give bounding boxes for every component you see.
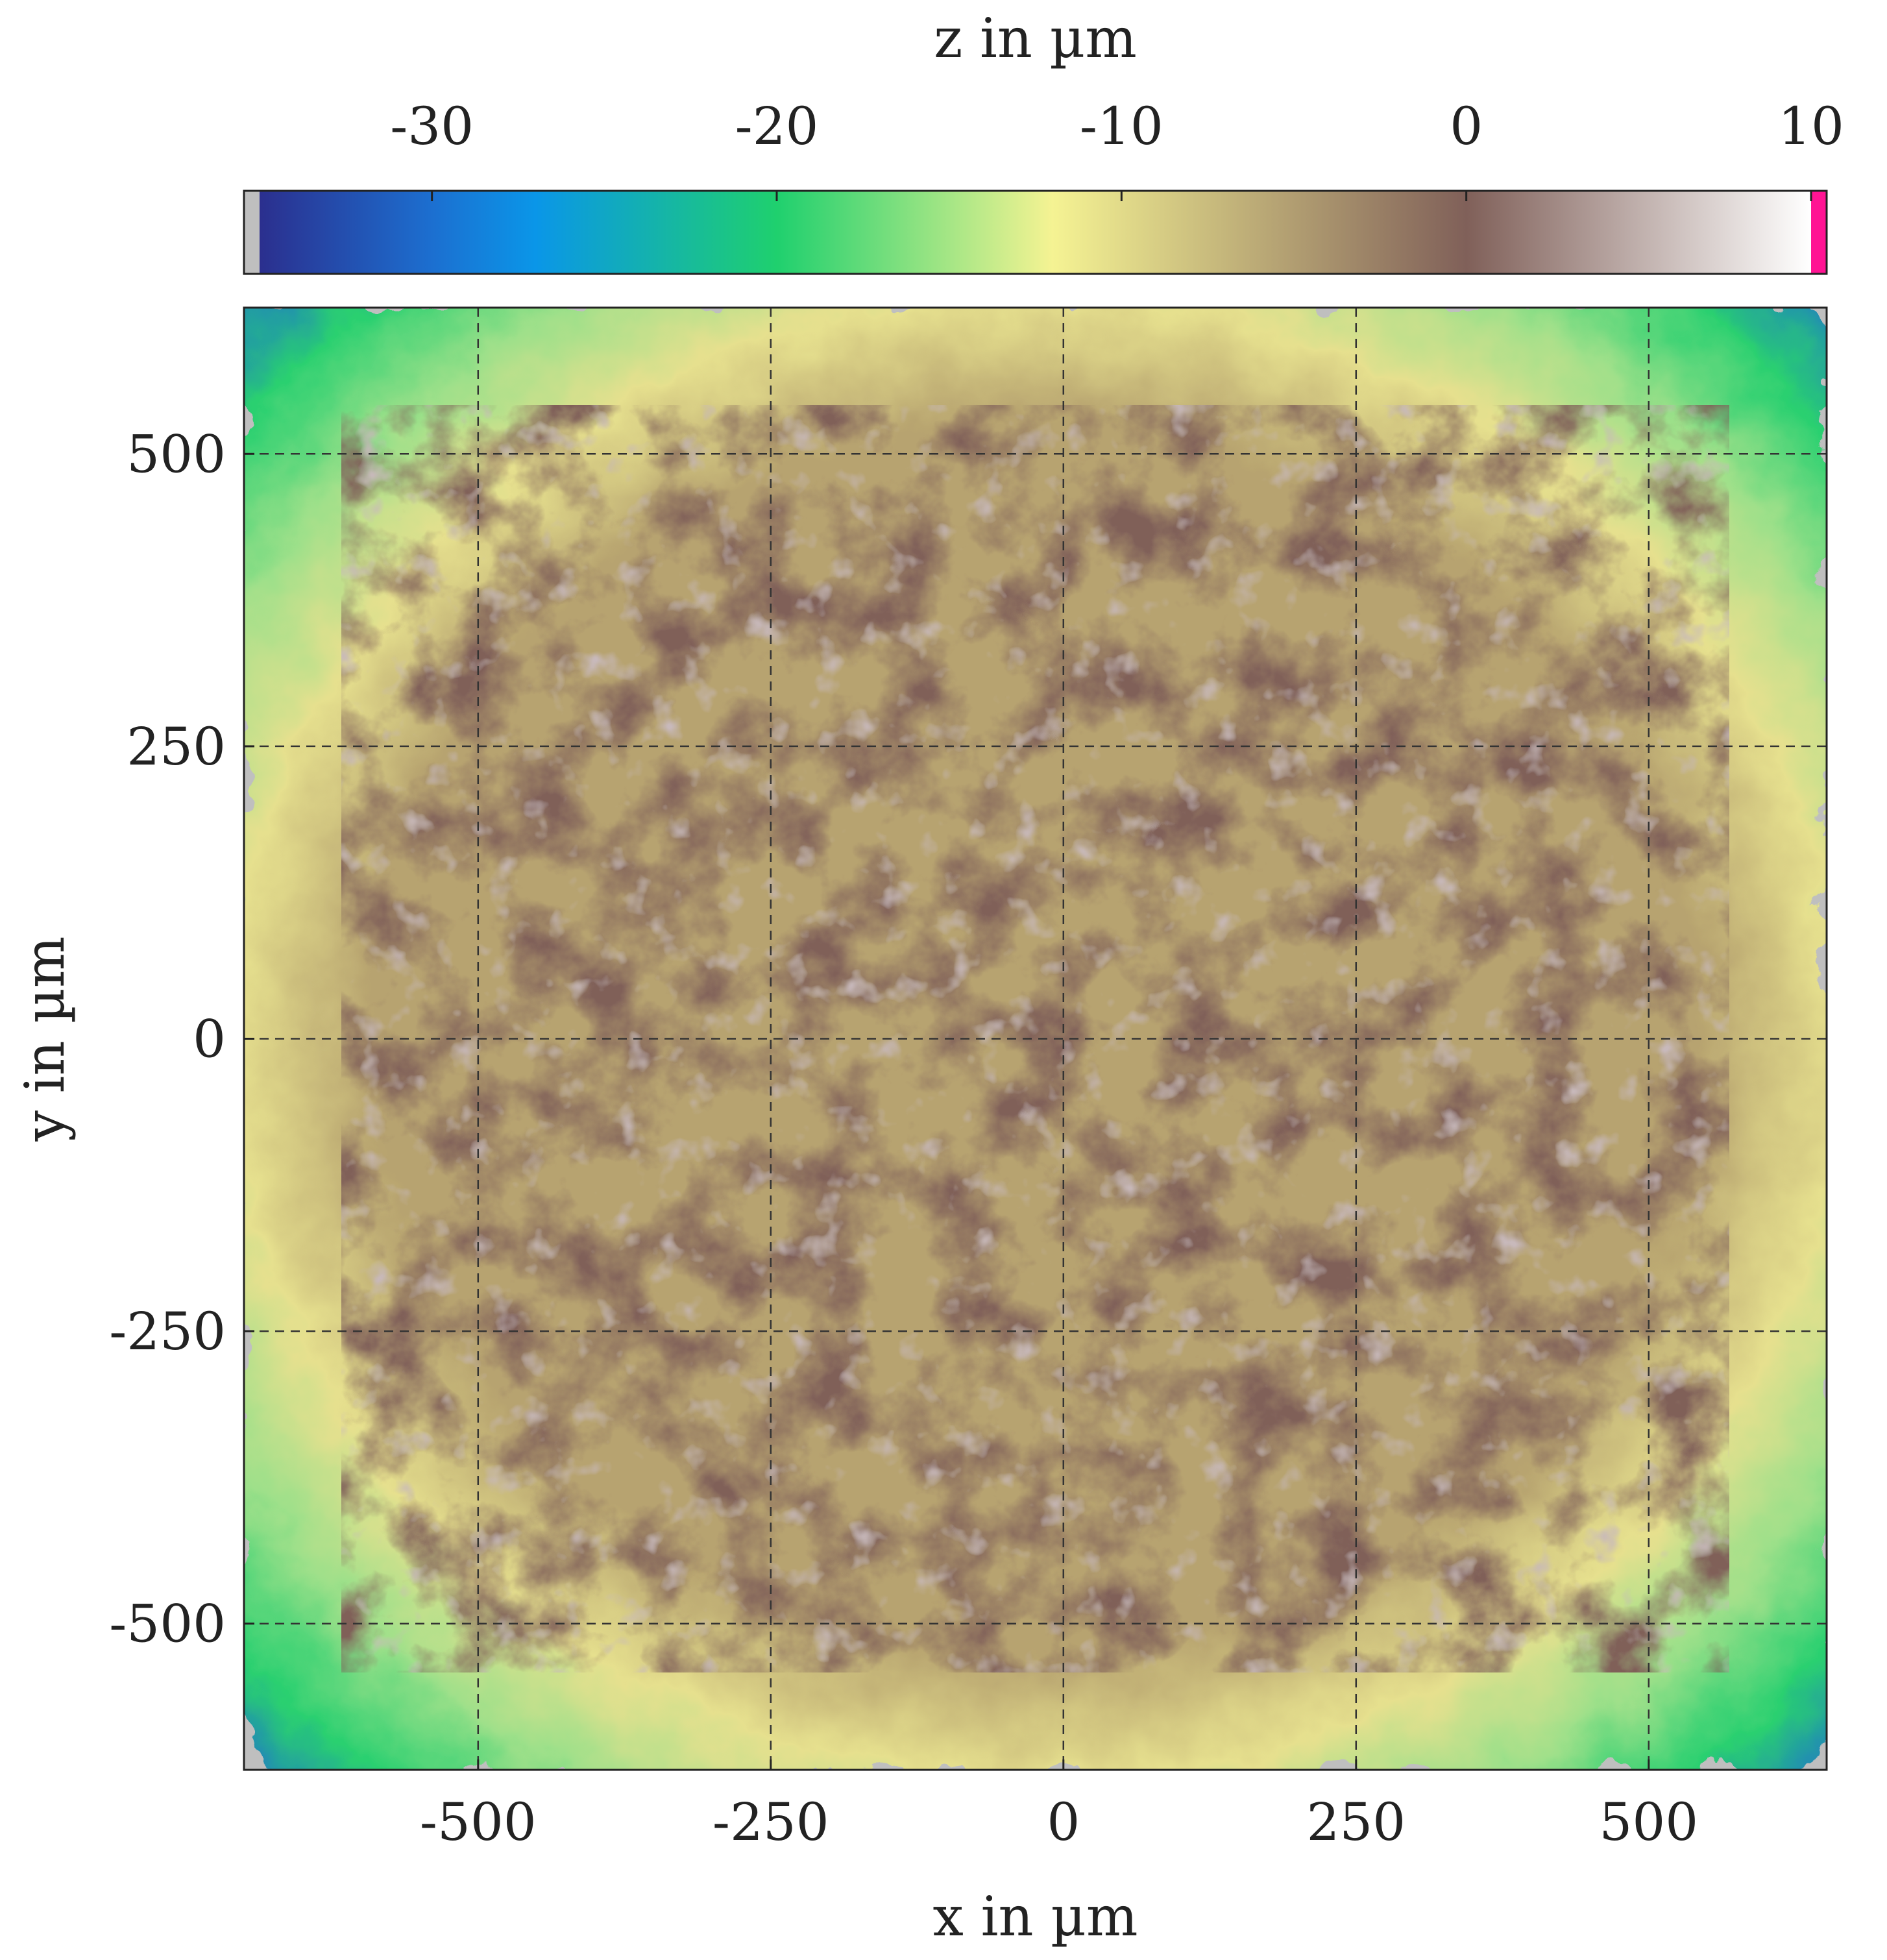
colorbar-tick-label: 10 <box>1778 96 1844 156</box>
x-tick-label: -500 <box>420 1792 537 1852</box>
y-tick-label: 500 <box>127 424 226 484</box>
height-surface <box>244 308 1827 1770</box>
x-axis-title: x in µm <box>933 1885 1138 1948</box>
grid-lines <box>244 308 1827 1770</box>
y-axis-ticks: -500 -250 0 250 500 <box>109 424 254 1654</box>
colorbar-over-swatch <box>1811 191 1827 274</box>
y-tick-label: 0 <box>193 1009 226 1070</box>
colorbar-tick-label: -20 <box>735 96 819 156</box>
y-axis-title: y in µm <box>13 936 77 1142</box>
colorbar-ticks: -30 -20 -10 0 10 <box>390 96 1844 201</box>
colorbar-under-swatch <box>244 191 260 274</box>
x-tick-label: -250 <box>712 1792 829 1852</box>
colorbar-tick-label: 0 <box>1450 96 1483 156</box>
x-axis-ticks: -500 -250 0 250 500 <box>420 1759 1698 1852</box>
colorbar-tick-label: -30 <box>390 96 474 156</box>
colorbar-title: z in µm <box>934 6 1137 70</box>
colorbar-frame <box>243 190 1828 275</box>
y-tick-label: -250 <box>109 1301 226 1362</box>
x-tick-label: 250 <box>1306 1792 1406 1852</box>
y-tick-label: -500 <box>109 1594 226 1654</box>
colorbar-tick-label: -10 <box>1080 96 1163 156</box>
x-tick-label: 500 <box>1599 1792 1698 1852</box>
y-tick-label: 250 <box>127 717 226 777</box>
surface-texture-layer <box>341 405 1729 1672</box>
colorbar-scale <box>260 191 1811 274</box>
colorbar: z in µm -30 -20 -10 0 10 <box>243 6 1844 275</box>
x-tick-label: 0 <box>1047 1792 1080 1852</box>
